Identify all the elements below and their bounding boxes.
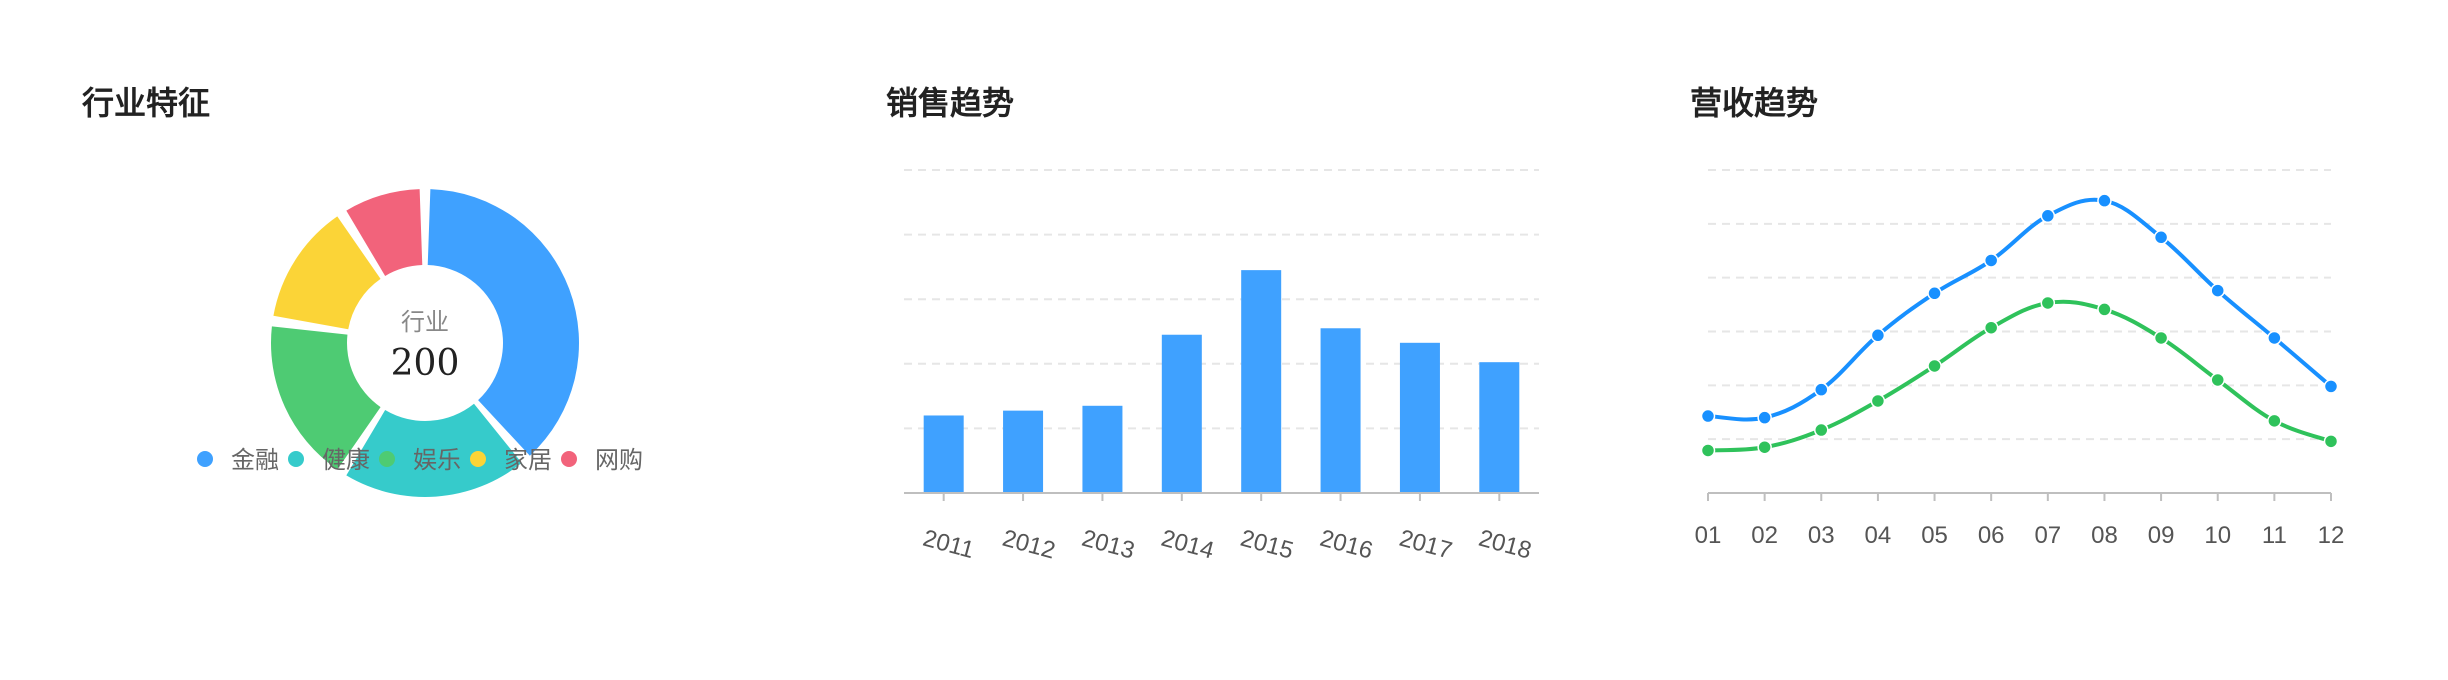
x-tick-label: 03 xyxy=(1808,522,1835,549)
series-2-point-05[interactable] xyxy=(1927,358,1942,374)
donut-slice-5[interactable] xyxy=(346,189,423,276)
series-1-point-11[interactable] xyxy=(2267,330,2282,346)
series-1-point-05[interactable] xyxy=(1927,286,1942,301)
legend-label-3[interactable]: 娱乐 xyxy=(413,446,461,474)
legend-label-1[interactable]: 金融 xyxy=(231,446,279,474)
x-tick-label: 07 xyxy=(2034,522,2061,549)
x-tick-label: 2018 xyxy=(1476,525,1535,565)
series-1-point-07[interactable] xyxy=(2040,208,2056,224)
industry-donut-chart: 行业 200 金融 健康 娱乐 家居 网购 xyxy=(197,189,643,497)
sales-panel: 销售趋势 2011 2012 2013 2014 2015 2016 2017 2018 xyxy=(804,0,1604,680)
x-tick-label: 06 xyxy=(1978,522,2005,549)
legend-label-5[interactable]: 网购 xyxy=(595,446,643,474)
series-2-point-03[interactable] xyxy=(1814,422,1829,438)
x-tick-label: 01 xyxy=(1695,522,1722,549)
series-1-point-06[interactable] xyxy=(1983,253,1999,268)
bar-2013[interactable] xyxy=(1082,405,1123,493)
series-2-point-04[interactable] xyxy=(1870,393,1886,409)
series-2-point-11[interactable] xyxy=(2267,413,2282,429)
revenue-panel: 营收趋势 01 02 03 04 05 06 07 08 09 10 11 12 xyxy=(1608,0,2408,680)
donut-center-label: 行业 xyxy=(401,308,449,336)
legend-marker-1[interactable] xyxy=(197,451,213,467)
series-1-point-02[interactable] xyxy=(1757,410,1772,425)
legend-marker-5[interactable] xyxy=(561,451,577,467)
donut-center-value: 200 xyxy=(391,343,460,384)
series-2-point-02[interactable] xyxy=(1757,439,1772,455)
legend-marker-4[interactable] xyxy=(470,451,486,467)
series-1-point-10[interactable] xyxy=(2210,283,2225,298)
x-tick-label: 2016 xyxy=(1317,525,1376,565)
industry-panel: 行业特征 行业 200 金融 健康 娱乐 家居 网购 xyxy=(0,0,800,680)
series-2-point-07[interactable] xyxy=(2040,295,2056,311)
x-tick-label: 09 xyxy=(2148,522,2175,549)
series-1-point-09[interactable] xyxy=(2153,230,2169,245)
series-1-point-04[interactable] xyxy=(1870,328,1886,343)
series-1-point-03[interactable] xyxy=(1814,382,1829,397)
series-1-point-01[interactable] xyxy=(1700,408,1716,424)
x-tick-label: 10 xyxy=(2204,522,2231,549)
series-2-point-08[interactable] xyxy=(2097,302,2112,317)
bar-2012[interactable] xyxy=(1003,410,1044,493)
x-tick-label: 12 xyxy=(2318,522,2345,549)
donut-slice-2[interactable] xyxy=(346,403,522,497)
revenue-line-chart: 01 02 03 04 05 06 07 08 09 10 11 12 xyxy=(1695,169,2345,549)
x-tick-label: 2011 xyxy=(920,525,977,564)
donut-slice-4[interactable] xyxy=(273,216,381,330)
bar-2016[interactable] xyxy=(1320,328,1361,493)
series-2-point-06[interactable] xyxy=(1983,320,1999,335)
x-tick-label: 04 xyxy=(1865,522,1892,549)
legend-marker-3[interactable] xyxy=(379,451,395,467)
x-tick-label: 11 xyxy=(2262,522,2287,549)
series-2-point-01[interactable] xyxy=(1700,443,1716,458)
x-tick-label: 05 xyxy=(1921,522,1948,549)
series-line-1 xyxy=(1707,197,2333,422)
industry-title: 行业特征 xyxy=(82,84,211,122)
x-tick-label: 2017 xyxy=(1396,525,1455,565)
x-tick-label: 2014 xyxy=(1158,525,1217,565)
series-line-2 xyxy=(1707,299,2332,453)
donut-slice-1[interactable] xyxy=(427,189,579,456)
legend-marker-2[interactable] xyxy=(288,451,304,467)
sales-bar-chart: 2011 2012 2013 2014 2015 2016 2017 2018 xyxy=(904,169,1539,565)
bar-2017[interactable] xyxy=(1399,342,1440,493)
series-2-point-12[interactable] xyxy=(2323,434,2339,449)
x-tick-label: 2013 xyxy=(1079,525,1138,565)
series-2-point-09[interactable] xyxy=(2153,330,2169,346)
legend-label-4[interactable]: 家居 xyxy=(504,446,552,474)
x-tick-label: 2012 xyxy=(1000,525,1059,565)
bar-2014[interactable] xyxy=(1161,334,1202,493)
x-tick-label: 02 xyxy=(1751,522,1778,549)
bar-2011[interactable] xyxy=(923,415,964,493)
donut-slice-3[interactable] xyxy=(270,326,381,470)
x-tick-label: 08 xyxy=(2091,522,2118,549)
series-1-point-08[interactable] xyxy=(2097,193,2112,208)
bar-2015[interactable] xyxy=(1241,270,1282,493)
sales-title: 销售趋势 xyxy=(886,84,1015,122)
revenue-title: 营收趋势 xyxy=(1690,84,1819,122)
x-tick-label: 2015 xyxy=(1238,525,1297,565)
legend-label-2[interactable]: 健康 xyxy=(322,446,370,474)
series-1-point-12[interactable] xyxy=(2323,379,2339,394)
series-2-point-10[interactable] xyxy=(2210,372,2225,388)
bar-2018[interactable] xyxy=(1479,362,1520,493)
